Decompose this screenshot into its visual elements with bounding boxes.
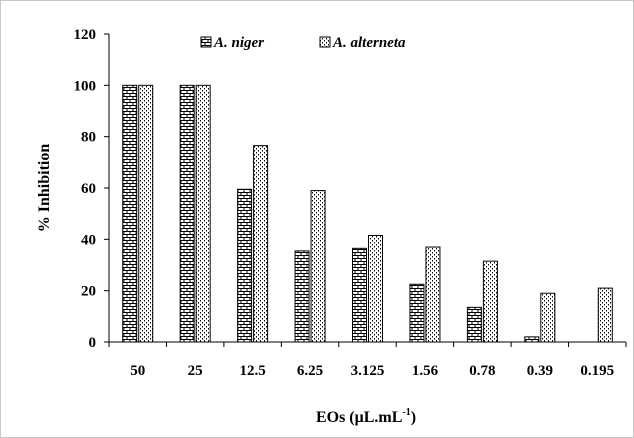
- bar-a-niger: [466, 306, 482, 343]
- bar-a-alterneta: [540, 292, 556, 343]
- bar-a-niger: [409, 283, 425, 343]
- bars: [122, 84, 613, 343]
- y-tick-label: 0: [89, 335, 97, 351]
- bar-a-niger: [524, 336, 540, 343]
- bar-a-alterneta: [368, 234, 383, 343]
- x-tick-label: 1.56: [412, 363, 439, 379]
- legend-swatch: [319, 36, 331, 48]
- x-tick-label: 0.78: [469, 363, 495, 379]
- legend-label: A. niger: [213, 35, 264, 51]
- x-axis-ticks: 50 25 12.5 6.25 3.125 1.56 0.78 0.39 0.195: [108, 342, 627, 379]
- x-tick-label: 3.125: [351, 363, 385, 379]
- y-tick-label: 60: [81, 181, 96, 197]
- bar-a-niger: [179, 84, 195, 343]
- x-tick-label: 25: [188, 363, 203, 379]
- x-tick-label: 6.25: [297, 363, 323, 379]
- x-axis-title-tail: ): [411, 409, 416, 426]
- bar-a-alterneta: [138, 84, 154, 343]
- y-tick-label: 120: [74, 27, 97, 43]
- y-tick-label: 100: [74, 78, 97, 94]
- legend: A. niger A. alterneta: [200, 35, 406, 51]
- y-axis-title: % Inhibition: [36, 144, 53, 233]
- bar-a-alterneta: [310, 190, 326, 343]
- bar-a-alterneta: [425, 246, 441, 343]
- y-tick-label: 40: [81, 232, 96, 248]
- x-axis-title-sup: -1: [402, 407, 410, 418]
- x-tick-label: 0.195: [580, 363, 614, 379]
- x-tick-label: 12.5: [239, 363, 265, 379]
- bar-a-niger: [237, 188, 253, 343]
- bar-a-alterneta: [597, 287, 613, 343]
- y-tick-label: 20: [81, 284, 96, 300]
- bar-a-alterneta: [195, 84, 211, 343]
- y-axis-ticks: 0 20 40 60 80 100 120: [74, 27, 109, 351]
- bar-a-niger: [122, 84, 138, 343]
- x-tick-label: 50: [130, 363, 145, 379]
- y-tick-label: 80: [81, 130, 96, 146]
- x-axis-title: EOs (μL.mL-1): [316, 407, 416, 426]
- x-tick-label: 0.39: [527, 363, 553, 379]
- bar-a-alterneta: [482, 260, 498, 343]
- bar-a-niger: [294, 250, 310, 343]
- bar-a-alterneta: [253, 145, 269, 343]
- legend-swatch: [200, 36, 212, 48]
- bar-a-niger: [352, 247, 367, 343]
- x-axis-title-main: EOs (μL.mL: [316, 409, 402, 426]
- legend-label: A. alterneta: [332, 35, 406, 51]
